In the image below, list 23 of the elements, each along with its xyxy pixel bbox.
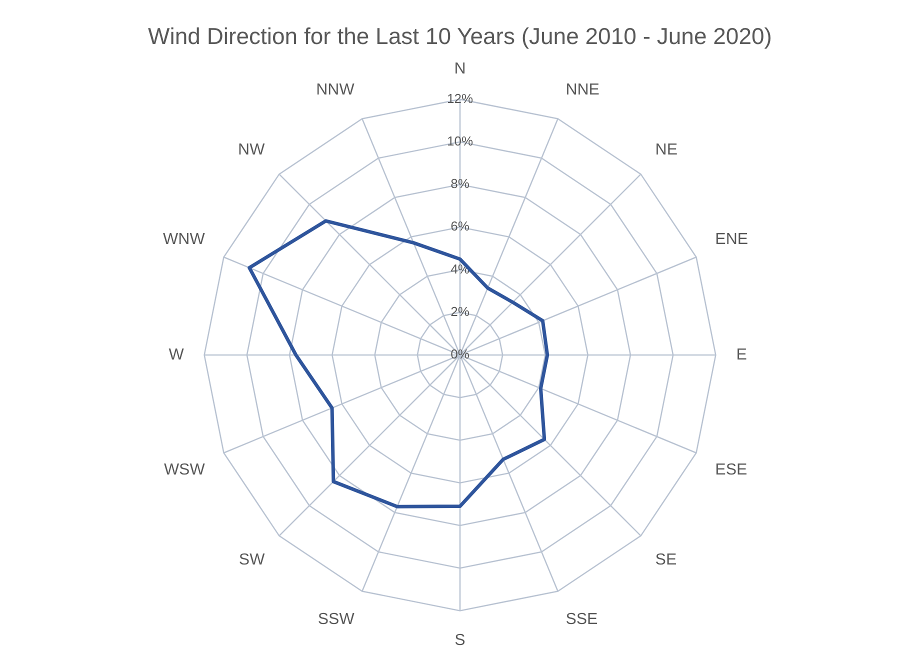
spoke-label: SE [655,551,677,568]
spoke-label: WNW [163,231,206,248]
y-tick-label: 10% [446,133,474,148]
spoke-label: WSW [164,462,206,479]
y-tick-label: 8% [450,176,470,192]
spoke-label: E [736,346,747,364]
spoke-label: NW [238,142,266,159]
chart-title: Wind Direction for the Last 10 Years (June 2010 - June 2020) [148,23,772,50]
spoke-label: ENE [715,231,748,248]
spoke-label: NNE [566,82,600,99]
spoke-label: W [168,346,185,364]
y-tick-label: 0% [450,346,470,362]
y-tick-label: 6% [450,218,470,234]
spoke-label: SSW [318,611,356,628]
spoke-label: SW [238,551,266,568]
y-tick-label: 2% [450,304,470,319]
spoke-label: N [454,60,466,78]
y-tick-label: 12% [446,90,474,106]
spoke-label: SSE [566,611,598,628]
spoke-label: NE [655,142,678,159]
spoke-label: S [454,632,466,650]
spoke-label: ESE [715,462,748,479]
spoke-label: NNW [316,82,356,99]
